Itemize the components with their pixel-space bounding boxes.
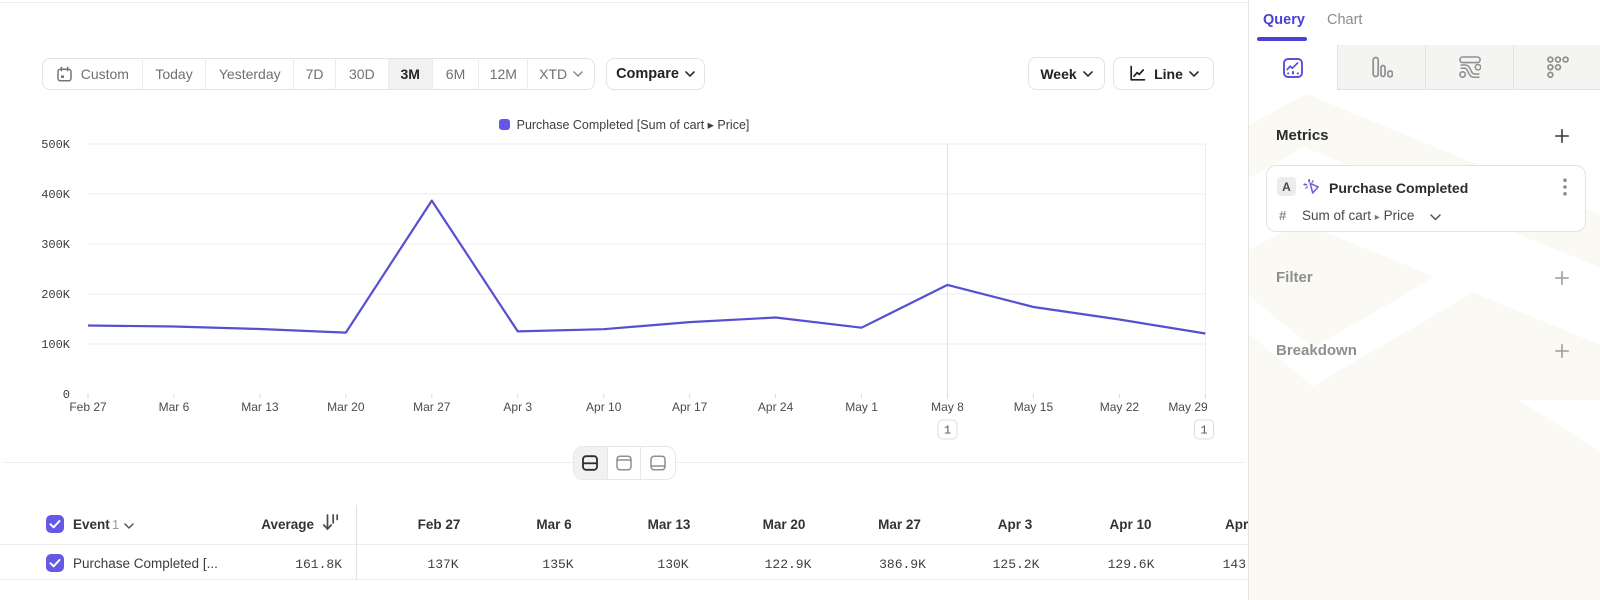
svg-text:May 29: May 29 [1168, 400, 1208, 414]
svg-text:Feb 27: Feb 27 [69, 400, 107, 414]
svg-text:1: 1 [1200, 424, 1207, 438]
svg-text:500K: 500K [41, 138, 71, 152]
svg-text:100K: 100K [41, 338, 71, 352]
svg-text:May 8: May 8 [931, 400, 964, 414]
svg-text:May 22: May 22 [1100, 400, 1140, 414]
svg-text:Apr 10: Apr 10 [586, 400, 622, 414]
svg-text:400K: 400K [41, 188, 71, 202]
svg-text:Mar 20: Mar 20 [327, 400, 365, 414]
svg-text:200K: 200K [41, 288, 71, 302]
svg-text:1: 1 [944, 424, 951, 438]
svg-text:Apr 24: Apr 24 [758, 400, 794, 414]
svg-text:0: 0 [63, 388, 70, 402]
svg-text:Apr 3: Apr 3 [503, 400, 532, 414]
svg-text:Mar 6: Mar 6 [159, 400, 190, 414]
svg-text:Mar 13: Mar 13 [241, 400, 279, 414]
svg-text:Apr 17: Apr 17 [672, 400, 708, 414]
svg-text:300K: 300K [41, 238, 71, 252]
svg-text:May 1: May 1 [845, 400, 878, 414]
svg-text:Mar 27: Mar 27 [413, 400, 451, 414]
svg-text:May 15: May 15 [1014, 400, 1054, 414]
